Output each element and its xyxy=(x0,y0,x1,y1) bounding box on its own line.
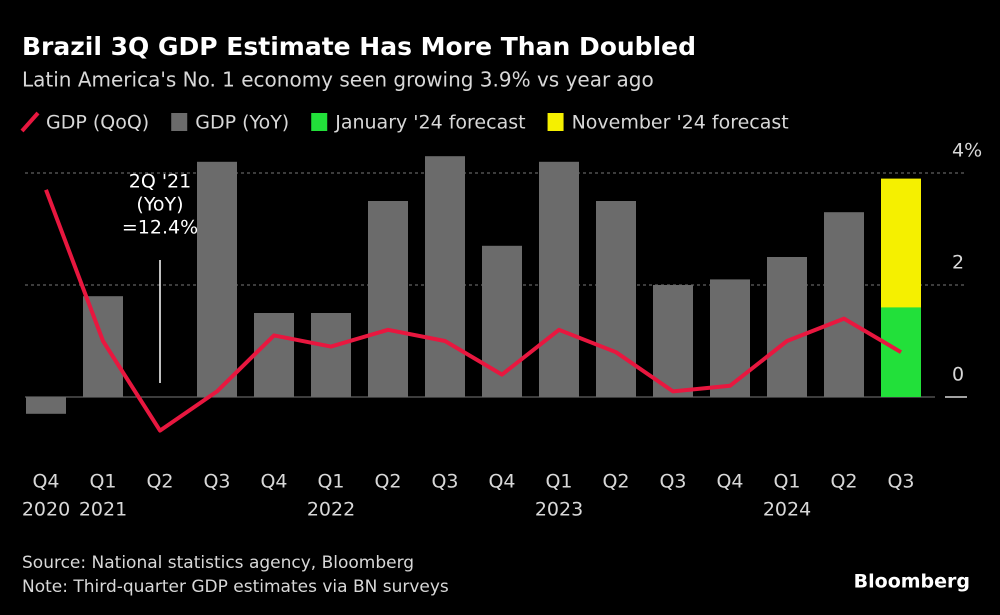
legend-swatch xyxy=(311,113,328,131)
x-tick-label: Q2 xyxy=(602,471,629,493)
legend-swatch xyxy=(547,113,564,131)
x-year-label: 2024 xyxy=(763,499,811,521)
bar xyxy=(83,296,123,397)
bar xyxy=(425,156,465,397)
x-tick-label: Q3 xyxy=(887,471,914,493)
x-tick-label: Q3 xyxy=(431,471,458,493)
y-tick-label: 2 xyxy=(952,252,964,274)
x-year-label: 2023 xyxy=(535,499,583,521)
legend-swatch xyxy=(171,113,188,131)
source: Source: National statistics agency, Bloo… xyxy=(22,553,414,573)
x-tick-label: Q3 xyxy=(203,471,230,493)
x-tick-label: Q4 xyxy=(488,471,515,493)
x-tick-label: Q1 xyxy=(545,471,572,493)
bar xyxy=(539,161,579,397)
x-tick-label: Q4 xyxy=(716,471,743,493)
chart-title: Brazil 3Q GDP Estimate Has More Than Dou… xyxy=(22,32,696,61)
x-year-label: 2022 xyxy=(307,499,355,521)
x-tick-label: Q3 xyxy=(659,471,686,493)
legend-label: GDP (QoQ) xyxy=(46,112,149,134)
x-tick-label: Q4 xyxy=(260,471,287,493)
note: Note: Third-quarter GDP estimates via BN… xyxy=(22,577,449,597)
x-year-label: 2020 xyxy=(22,499,70,521)
bar xyxy=(767,257,807,397)
bar xyxy=(197,161,237,397)
y-tick-label: 4% xyxy=(952,140,982,162)
annotation: (YoY) xyxy=(136,194,183,216)
chart-subtitle: Latin America's No. 1 economy seen growi… xyxy=(22,68,654,92)
x-tick-label: Q1 xyxy=(317,471,344,493)
x-tick-label: Q2 xyxy=(146,471,173,493)
brand: Bloomberg xyxy=(854,571,970,593)
line xyxy=(44,189,903,433)
x-tick-label: Q4 xyxy=(32,471,59,493)
legend-label: January '24 forecast xyxy=(334,112,525,134)
annotation: 2Q '21 xyxy=(129,171,191,193)
bar xyxy=(653,285,693,397)
x-tick-label: Q2 xyxy=(374,471,401,493)
bar xyxy=(26,397,66,414)
legend-label: GDP (YoY) xyxy=(195,112,289,134)
legend-label: November '24 forecast xyxy=(572,112,789,134)
bar xyxy=(710,279,750,397)
x-year-label: 2021 xyxy=(79,499,127,521)
bar xyxy=(596,201,636,397)
bar xyxy=(254,313,294,397)
x-tick-label: Q2 xyxy=(830,471,857,493)
x-tick-label: Q1 xyxy=(773,471,800,493)
y-tick-label: 0 xyxy=(952,364,964,386)
x-tick-label: Q1 xyxy=(89,471,116,493)
bar xyxy=(482,245,522,397)
legend-swatch xyxy=(20,111,40,133)
annotation: =12.4% xyxy=(122,217,198,239)
bar xyxy=(824,212,864,397)
bar xyxy=(368,201,408,397)
bar xyxy=(311,313,351,397)
